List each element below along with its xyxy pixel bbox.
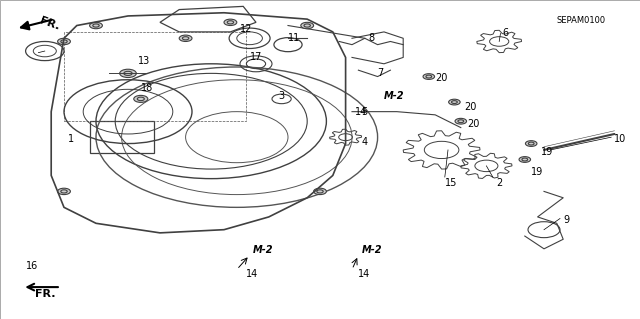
Circle shape xyxy=(455,118,467,124)
Text: 14: 14 xyxy=(355,107,367,117)
Circle shape xyxy=(224,19,237,26)
Text: M-2: M-2 xyxy=(362,245,382,256)
Text: 20: 20 xyxy=(435,73,447,83)
Circle shape xyxy=(423,74,435,79)
Text: 13: 13 xyxy=(138,56,150,66)
Circle shape xyxy=(525,141,537,146)
Text: 12: 12 xyxy=(240,24,252,34)
Circle shape xyxy=(301,22,314,29)
Text: 1: 1 xyxy=(67,134,74,144)
Text: 7: 7 xyxy=(378,68,384,78)
Text: M-2: M-2 xyxy=(253,245,273,256)
Text: 10: 10 xyxy=(614,134,627,144)
Text: FR.: FR. xyxy=(38,15,61,32)
Circle shape xyxy=(58,38,70,45)
Text: SEPAM0100: SEPAM0100 xyxy=(557,16,606,25)
Bar xyxy=(90,121,154,153)
Text: 4: 4 xyxy=(362,137,368,147)
Circle shape xyxy=(58,188,70,195)
Circle shape xyxy=(519,157,531,162)
Text: 18: 18 xyxy=(141,83,153,93)
Circle shape xyxy=(134,95,148,102)
Text: 2: 2 xyxy=(496,178,502,189)
Text: 5: 5 xyxy=(362,107,368,117)
Circle shape xyxy=(120,69,136,78)
Text: 11: 11 xyxy=(288,33,300,43)
Text: 15: 15 xyxy=(445,178,457,189)
Text: 20: 20 xyxy=(464,102,476,112)
Circle shape xyxy=(179,35,192,41)
Bar xyxy=(64,32,246,121)
Text: 14: 14 xyxy=(358,269,371,279)
Text: 20: 20 xyxy=(467,119,479,130)
Text: 8: 8 xyxy=(368,33,374,43)
Text: 19: 19 xyxy=(541,146,553,157)
Text: 19: 19 xyxy=(531,167,543,177)
Text: 3: 3 xyxy=(278,91,285,101)
Text: 14: 14 xyxy=(246,269,259,279)
Circle shape xyxy=(90,22,102,29)
Circle shape xyxy=(449,99,460,105)
Circle shape xyxy=(314,188,326,195)
Text: M-2: M-2 xyxy=(384,91,404,101)
Text: FR.: FR. xyxy=(35,289,56,299)
Text: 9: 9 xyxy=(563,215,570,225)
Text: 17: 17 xyxy=(250,52,262,63)
Text: 16: 16 xyxy=(26,261,38,271)
Text: 6: 6 xyxy=(502,28,509,39)
